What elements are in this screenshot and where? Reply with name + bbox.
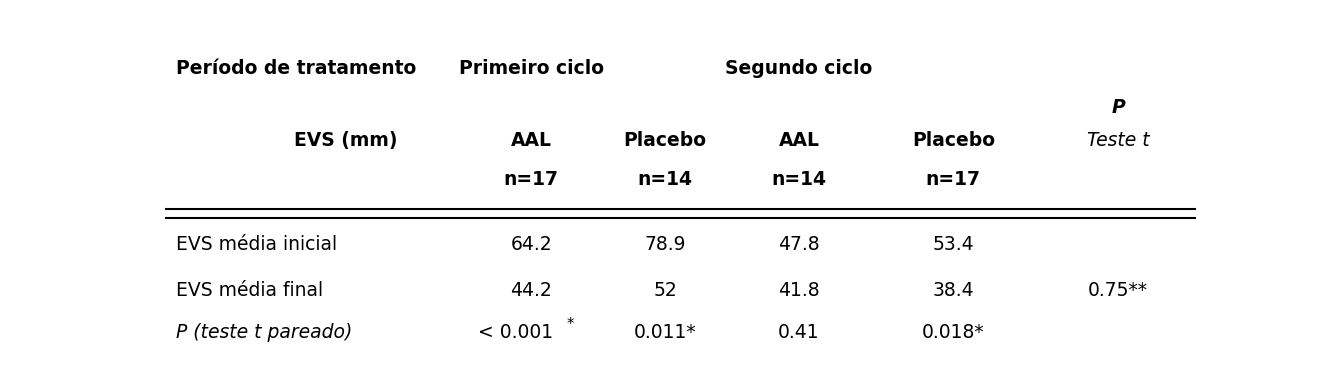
Text: 38.4: 38.4 <box>932 281 975 299</box>
Text: 44.2: 44.2 <box>510 281 552 299</box>
Text: Período de tratamento: Período de tratamento <box>177 59 417 78</box>
Text: Segundo ciclo: Segundo ciclo <box>725 59 872 78</box>
Text: EVS média inicial: EVS média inicial <box>177 235 337 254</box>
Text: 41.8: 41.8 <box>778 281 819 299</box>
Text: P (teste t pareado): P (teste t pareado) <box>177 323 353 342</box>
Text: Placebo: Placebo <box>624 131 706 150</box>
Text: AAL: AAL <box>511 131 552 150</box>
Text: Placebo: Placebo <box>912 131 995 150</box>
Text: 0.75**: 0.75** <box>1088 281 1147 299</box>
Text: Teste t: Teste t <box>1086 131 1149 150</box>
Text: EVS (mm): EVS (mm) <box>295 131 398 150</box>
Text: < 0.001: < 0.001 <box>478 323 554 342</box>
Text: n=14: n=14 <box>637 171 693 189</box>
Text: 0.018*: 0.018* <box>922 323 984 342</box>
Text: Primeiro ciclo: Primeiro ciclo <box>459 59 604 78</box>
Text: n=17: n=17 <box>503 171 559 189</box>
Text: 0.41: 0.41 <box>778 323 819 342</box>
Text: EVS média final: EVS média final <box>177 281 324 299</box>
Text: n=14: n=14 <box>772 171 826 189</box>
Text: 53.4: 53.4 <box>932 235 975 254</box>
Text: 0.011*: 0.011* <box>633 323 696 342</box>
Text: 78.9: 78.9 <box>644 235 687 254</box>
Text: *: * <box>567 317 574 332</box>
Text: n=17: n=17 <box>926 171 981 189</box>
Text: 64.2: 64.2 <box>510 235 552 254</box>
Text: AAL: AAL <box>778 131 819 150</box>
Text: P: P <box>1112 98 1125 117</box>
Text: 52: 52 <box>653 281 677 299</box>
Text: 47.8: 47.8 <box>778 235 819 254</box>
